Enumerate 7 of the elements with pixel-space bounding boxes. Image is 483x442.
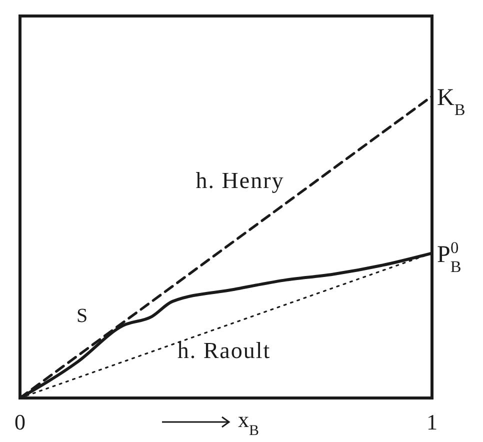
series-label: h. Henry (196, 168, 284, 193)
series-label: S (76, 305, 88, 327)
annotation: K$_{B}$ (437, 85, 466, 119)
x-tick-label: 1 (426, 410, 438, 435)
series-label: h. Raoult (177, 338, 271, 363)
x-tick-label: 0 (14, 410, 26, 435)
x-axis-title: x$_{B}$ (238, 407, 259, 439)
